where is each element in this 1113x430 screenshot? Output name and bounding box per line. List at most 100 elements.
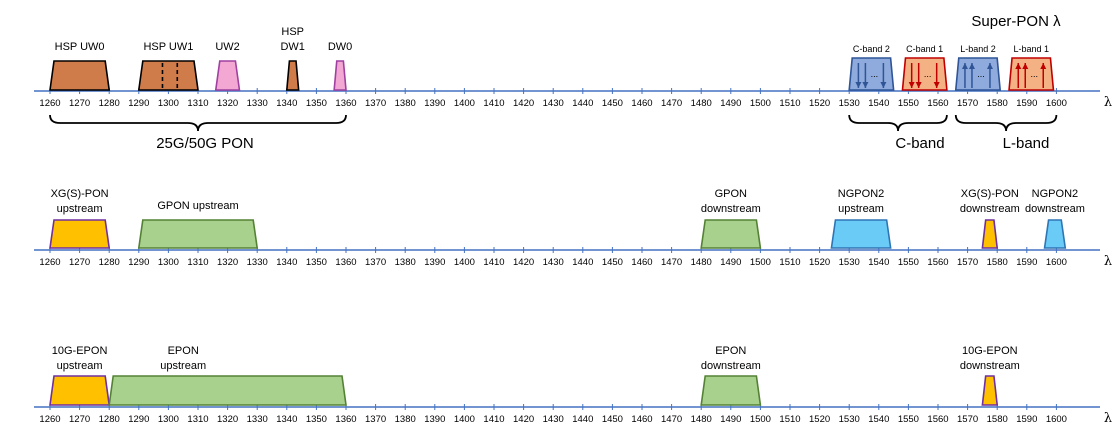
epon-downstream-band (700, 375, 762, 406)
hsp-dw1-band (285, 60, 300, 91)
tick-label: 1430 (543, 98, 564, 109)
tick-label: 1330 (247, 414, 268, 425)
hsp-dw1-label: HSP (281, 26, 304, 38)
lambda-axis-label: λ (1104, 411, 1112, 426)
tick-label: 1330 (247, 257, 268, 268)
xgs-pon-upstream-band (49, 219, 111, 249)
tick-label: 1420 (513, 414, 534, 425)
hsp-25g-50g-pon-row: HSP UW0 HSP UW1 UW2 HSP DW1 DW0 (49, 26, 352, 132)
tick-label: 1470 (661, 414, 682, 425)
tick-label: 1450 (602, 257, 623, 268)
xgs-pon-upstream-label: XG(S)-PON (51, 188, 109, 200)
super-pon-ellipsis: ... (1030, 69, 1038, 79)
ngpon2-downstream-label: downstream (1025, 203, 1085, 215)
row1-brace-label: 25G/50G PON (156, 135, 254, 152)
tick-label: 1600 (1046, 98, 1067, 109)
tick-label: 1490 (720, 98, 741, 109)
super-pon-arrow-head (1015, 63, 1022, 69)
dw0-band (333, 60, 347, 91)
ngpon2-downstream-band (1043, 219, 1067, 249)
tick-label: 1310 (187, 98, 208, 109)
tick-label: 1400 (454, 257, 475, 268)
tick-label: 1440 (572, 257, 593, 268)
tick-label: 1560 (927, 414, 948, 425)
super-pon-arrow-head (880, 82, 887, 88)
tick-label: 1410 (483, 414, 504, 425)
l-band-label: L-band (1003, 135, 1050, 152)
super-pon-channel-label: L-band 2 (960, 44, 996, 54)
tick-label: 1570 (957, 414, 978, 425)
tick-label: 1260 (39, 257, 60, 268)
tick-label: 1390 (424, 414, 445, 425)
super-pon-ellipsis: ... (977, 69, 985, 79)
tick-label: 1550 (898, 98, 919, 109)
hsp-uw1-band (137, 60, 199, 91)
super-pon-channel-label: C-band 1 (906, 44, 943, 54)
c-band-label: C-band (895, 135, 944, 152)
tick-label: 1360 (335, 257, 356, 268)
tick-label: 1500 (750, 414, 771, 425)
tick-label: 1270 (69, 257, 90, 268)
epon-downstream-label: EPON (715, 345, 746, 357)
super-pon-ellipsis: ... (871, 69, 879, 79)
tick-label: 1480 (691, 98, 712, 109)
ngpon2-upstream-label: NGPON2 (838, 188, 884, 200)
tick-label: 1570 (957, 257, 978, 268)
tick-label: 1530 (839, 98, 860, 109)
tick-label: 1570 (957, 98, 978, 109)
xgs-pon-downstream-label: XG(S)-PON (961, 188, 1019, 200)
hsp-uw0-label: HSP UW0 (55, 41, 105, 53)
gpon-downstream-label: GPON (715, 188, 747, 200)
tick-label: 1310 (187, 257, 208, 268)
ngpon2-downstream-label: NGPON2 (1032, 188, 1078, 200)
epon-downstream-label: downstream (701, 360, 761, 372)
super-pon-arrow-head (961, 63, 968, 69)
tick-label: 1540 (868, 257, 889, 268)
ngpon2-upstream-band (830, 219, 892, 249)
hsp-uw0-band (49, 60, 111, 91)
tick-label: 1320 (217, 98, 238, 109)
tick-label: 1350 (306, 257, 327, 268)
tick-label: 1390 (424, 257, 445, 268)
tick-label: 1270 (69, 414, 90, 425)
10g-epon-upstream-label: upstream (57, 360, 103, 372)
tick-label: 1600 (1046, 257, 1067, 268)
tick-label: 1260 (39, 414, 60, 425)
gpon-downstream-band (700, 219, 762, 249)
tick-label: 1530 (839, 257, 860, 268)
tick-label: 1600 (1046, 414, 1067, 425)
tick-label: 1480 (691, 257, 712, 268)
gpon-upstream-label: GPON upstream (157, 200, 238, 212)
super-pon-arrow-head (986, 63, 993, 69)
tick-label: 1360 (335, 414, 356, 425)
tick-label: 1400 (454, 98, 475, 109)
super-pon-arrow-head (862, 82, 869, 88)
lambda-axis-label: λ (1104, 95, 1112, 110)
tick-label: 1340 (276, 257, 297, 268)
tick-label: 1320 (217, 257, 238, 268)
gpon-downstream-label: downstream (701, 203, 761, 215)
tick-label: 1560 (927, 257, 948, 268)
tick-label: 1320 (217, 414, 238, 425)
tick-label: 1420 (513, 98, 534, 109)
tick-label: 1500 (750, 98, 771, 109)
xgs-pon-downstream-label: downstream (960, 203, 1020, 215)
gpon-upstream-band (137, 219, 259, 249)
super-pon-arrow-head (908, 82, 915, 88)
tick-label: 1310 (187, 414, 208, 425)
epon-10g-epon-row: 10G-EPON upstream EPON upstream EPON downstre… (49, 345, 1020, 406)
tick-label: 1290 (128, 257, 149, 268)
l-band-brace (954, 114, 1058, 132)
super-pon-channel-label: L-band 1 (1013, 44, 1049, 54)
tick-label: 1580 (987, 414, 1008, 425)
tick-label: 1280 (99, 414, 120, 425)
tick-label: 1350 (306, 414, 327, 425)
epon-upstream-band (108, 375, 347, 406)
tick-label: 1270 (69, 98, 90, 109)
tick-label: 1380 (395, 98, 416, 109)
xgs-pon-downstream-band (981, 219, 999, 249)
hsp-uw1-label: HSP UW1 (143, 41, 193, 53)
tick-label: 1370 (365, 257, 386, 268)
tick-label: 1490 (720, 257, 741, 268)
